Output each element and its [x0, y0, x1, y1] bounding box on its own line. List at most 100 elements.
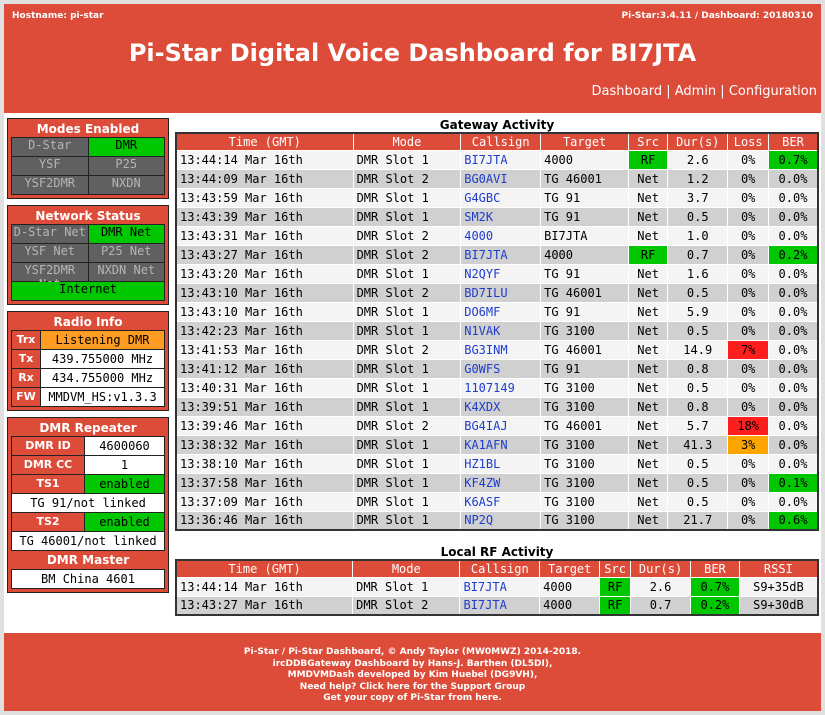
ber-cell: 0.0% — [768, 434, 819, 455]
column-header[interactable]: Target — [540, 132, 630, 151]
target-cell: TG 46001 — [540, 168, 630, 189]
time-cell: 13:38:32 Mar 16th — [175, 434, 354, 455]
loss-cell: 0% — [727, 377, 769, 398]
column-header[interactable]: Mode — [352, 132, 462, 151]
callsign-link[interactable]: K6ASF — [460, 491, 542, 512]
column-header[interactable]: Src — [599, 559, 631, 578]
callsign-link[interactable]: DO6MF — [460, 301, 542, 322]
ber-cell: 0.0% — [768, 225, 819, 246]
duration-cell: 21.7 — [667, 510, 729, 531]
callsign-link[interactable]: KF4ZW — [460, 472, 542, 493]
column-header[interactable]: BER — [690, 559, 740, 578]
column-header[interactable]: Callsign — [460, 132, 542, 151]
column-header[interactable]: Dur(s) — [667, 132, 729, 151]
ts1-talkgroup: TG 91/not linked — [12, 494, 164, 512]
table-row: 13:41:12 Mar 16th DMR Slot 1 G0WFS TG 91 Net… — [175, 358, 819, 379]
nav-admin-link[interactable]: Admin — [674, 84, 717, 99]
target-cell: 4000 — [540, 244, 630, 265]
source-cell: Net — [628, 301, 669, 322]
mode-cell: DMR Slot 1 — [352, 263, 462, 284]
mode-cell: DMR Slot 2 — [352, 339, 462, 360]
table-row: 13:44:14 Mar 16th DMR Slot 1 BI7JTA 4000 RF 2… — [175, 576, 819, 597]
loss-cell: 0% — [727, 472, 769, 493]
time-cell: 13:41:53 Mar 16th — [175, 339, 354, 360]
column-header[interactable]: Dur(s) — [629, 559, 692, 578]
duration-cell: 0.7 — [629, 595, 692, 616]
callsign-link[interactable]: KA1AFN — [460, 434, 542, 455]
column-header[interactable]: BER — [768, 132, 819, 151]
ber-cell: 0.0% — [768, 453, 819, 474]
callsign-link[interactable]: K4XDX — [460, 396, 542, 417]
modes-enabled-title: Modes Enabled — [36, 122, 140, 136]
mode-indicator: D-Star — [12, 138, 88, 156]
callsign-link[interactable]: N1VAK — [460, 320, 542, 341]
ber-cell: 0.0% — [768, 320, 819, 341]
callsign-link[interactable]: SM2K — [460, 206, 542, 227]
modes-enabled-panel: Modes Enabled D-Star DMR YSF P25 YSF2DMR NXDN — [7, 118, 169, 199]
duration-cell: 0.5 — [667, 320, 729, 341]
callsign-link[interactable]: BD7ILU — [460, 282, 542, 303]
callsign-link[interactable]: G0WFS — [460, 358, 542, 379]
target-cell: TG 3100 — [540, 510, 630, 531]
target-cell: TG 46001 — [540, 282, 630, 303]
rssi-cell: S9+30dB — [738, 595, 819, 616]
callsign-link[interactable]: BG3INM — [460, 339, 542, 360]
time-cell: 13:37:09 Mar 16th — [175, 491, 354, 512]
nav-dashboard-link[interactable]: Dashboard — [591, 84, 663, 99]
dmr-id-label: DMR ID — [12, 437, 84, 455]
target-cell: 4000 — [539, 595, 601, 616]
time-cell: 13:43:10 Mar 16th — [175, 301, 354, 322]
callsign-link[interactable]: NP2Q — [460, 510, 542, 531]
duration-cell: 3.7 — [667, 187, 729, 208]
column-header[interactable]: Time (GMT) — [175, 559, 354, 578]
main-content: Gateway Activity Time (GMT) Mode Callsign T… — [175, 118, 819, 616]
callsign-link[interactable]: BG0AVI — [460, 168, 542, 189]
footer-line[interactable]: Get your copy of Pi-Star from here. — [323, 693, 502, 703]
target-cell: TG 46001 — [540, 415, 630, 436]
callsign-link[interactable]: 4000 — [460, 225, 542, 246]
source-cell: Net — [628, 491, 669, 512]
column-header[interactable]: Loss — [727, 132, 769, 151]
gateway-activity-title: Gateway Activity — [439, 118, 555, 132]
ber-cell: 0.0% — [768, 415, 819, 436]
callsign-link[interactable]: HZ1BL — [460, 453, 542, 474]
source-cell: Net — [628, 168, 669, 189]
table-row: 13:43:10 Mar 16th DMR Slot 2 BD7ILU TG 4600… — [175, 282, 819, 303]
sidebar: Modes Enabled D-Star DMR YSF P25 YSF2DMR NXDN… — [7, 118, 169, 599]
nav-configuration-link[interactable]: Configuration — [728, 84, 817, 99]
column-header[interactable]: Callsign — [459, 559, 541, 578]
callsign-link[interactable]: BI7JTA — [460, 244, 542, 265]
column-header[interactable]: Mode — [352, 559, 461, 578]
duration-cell: 2.6 — [629, 576, 692, 597]
callsign-link[interactable]: N2QYF — [460, 263, 542, 284]
callsign-link[interactable]: BG4IAJ — [460, 415, 542, 436]
mode-cell: DMR Slot 1 — [352, 301, 462, 322]
callsign-link[interactable]: 1107149 — [460, 377, 542, 398]
column-header[interactable]: Target — [539, 559, 601, 578]
target-cell: 4000 — [540, 149, 630, 170]
loss-cell: 0% — [727, 320, 769, 341]
time-cell: 13:43:39 Mar 16th — [175, 206, 354, 227]
footer-line[interactable]: Need help? Click here for the Support Gr… — [299, 681, 526, 692]
ber-cell: 0.0% — [768, 263, 819, 284]
ber-cell: 0.0% — [768, 206, 819, 227]
table-row: 13:39:46 Mar 16th DMR Slot 2 BG4IAJ TG 4600… — [175, 415, 819, 436]
column-header[interactable]: RSSI — [738, 559, 819, 578]
callsign-link[interactable]: G4GBC — [460, 187, 542, 208]
mode-cell: DMR Slot 2 — [352, 595, 461, 616]
tx-label: Tx — [12, 350, 40, 368]
version-text: Pi-Star:3.4.11 / Dashboard: 20180310 — [621, 11, 813, 21]
callsign-link[interactable]: BI7JTA — [460, 149, 542, 170]
callsign-link[interactable]: BI7JTA — [459, 595, 541, 616]
column-header[interactable]: Time (GMT) — [175, 132, 354, 151]
mode-cell: DMR Slot 2 — [352, 225, 462, 246]
column-header[interactable]: Src — [628, 132, 669, 151]
local-rf-table-body: 13:44:14 Mar 16th DMR Slot 1 BI7JTA 4000 RF 2… — [175, 576, 819, 616]
mode-cell: DMR Slot 2 — [352, 244, 462, 265]
ber-cell: 0.0% — [768, 377, 819, 398]
hostname-text: Hostname: pi-star — [12, 11, 104, 21]
table-row: 13:40:31 Mar 16th DMR Slot 1 1107149 TG 310… — [175, 377, 819, 398]
callsign-link[interactable]: BI7JTA — [459, 576, 541, 597]
table-row: 13:44:14 Mar 16th DMR Slot 1 BI7JTA 4000 RF 2… — [175, 149, 819, 170]
time-cell: 13:44:09 Mar 16th — [175, 168, 354, 189]
